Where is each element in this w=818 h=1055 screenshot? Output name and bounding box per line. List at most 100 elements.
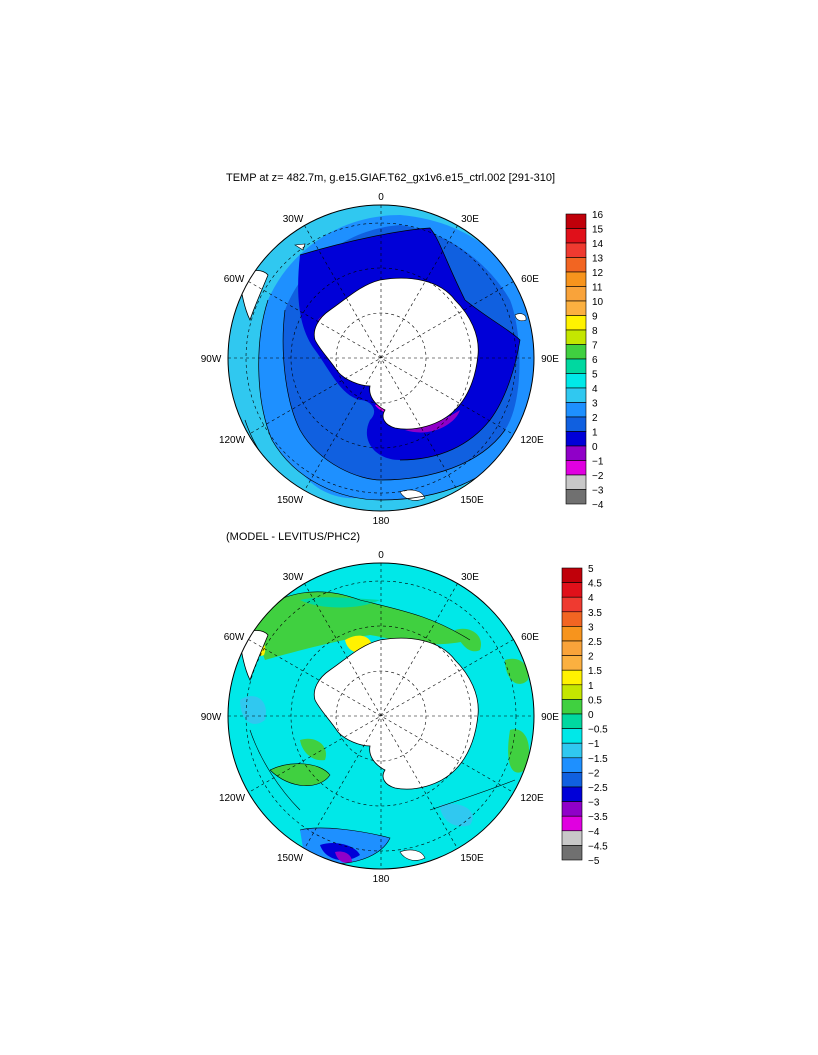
colorbar-swatch — [565, 460, 587, 476]
colorbar-tick-label: −4.5 — [588, 841, 608, 852]
colorbar-tick-label: 1.5 — [588, 666, 602, 677]
colorbar-swatch — [561, 757, 583, 773]
lon-label-90w: 90W — [201, 712, 222, 723]
colorbar-swatch — [565, 474, 587, 490]
colorbar-tick-label: 1 — [592, 428, 598, 439]
colorbar-tick-label: −2 — [592, 471, 604, 482]
colorbar-swatch — [561, 830, 583, 846]
colorbar-tick-label: 10 — [592, 297, 604, 308]
bottom-longitude-labels: 0 30E 60E 90E 120E 150E 180 150W 120W 90… — [201, 550, 560, 885]
colorbar-tick-label: −3.5 — [588, 812, 608, 823]
colorbar-swatch — [561, 684, 583, 700]
difference-map — [227, 562, 535, 870]
colorbar-tick-label: 4 — [588, 593, 594, 604]
lon-label-0: 0 — [378, 550, 384, 561]
colorbar-swatch — [561, 845, 583, 861]
colorbar-tick-label: 0 — [588, 710, 594, 721]
colorbar-swatch — [561, 596, 583, 613]
colorbar-tick-label: 13 — [592, 254, 604, 265]
colorbar-swatch — [565, 489, 587, 505]
colorbar-swatch — [565, 445, 587, 461]
colorbar-swatch — [561, 815, 583, 832]
colorbar-swatch — [565, 373, 587, 389]
colorbar-tick-label: −1 — [588, 739, 600, 750]
colorbar-swatch — [561, 669, 583, 686]
lon-label-30e: 30E — [461, 214, 479, 225]
lon-label-60e: 60E — [521, 632, 539, 643]
colorbar-swatch — [565, 358, 587, 374]
lon-label-150w: 150W — [277, 853, 304, 864]
colorbar-tick-label: 14 — [592, 239, 604, 250]
lon-label-30e: 30E — [461, 572, 479, 583]
lon-label-30w: 30W — [283, 572, 304, 583]
colorbar-swatch — [565, 271, 587, 287]
temperature-map — [227, 204, 535, 512]
colorbar-tick-label: −4 — [592, 500, 604, 511]
colorbar-swatch — [565, 431, 587, 447]
lon-label-120w: 120W — [219, 793, 246, 804]
colorbar-tick-label: 8 — [592, 326, 598, 337]
lon-label-180: 180 — [373, 516, 390, 527]
colorbar-swatch — [561, 655, 583, 671]
lon-label-90e: 90E — [541, 712, 559, 723]
lon-label-90w: 90W — [201, 354, 222, 365]
colorbar-swatch — [565, 329, 587, 345]
colorbar-tick-label: 16 — [592, 210, 604, 221]
colorbar-swatch — [565, 344, 587, 360]
lon-label-150w: 150W — [277, 495, 304, 506]
colorbar-swatch — [565, 402, 587, 418]
colorbar-tick-label: 12 — [592, 268, 604, 279]
colorbar-tick-label: 9 — [592, 312, 598, 323]
colorbar-tick-label: 15 — [592, 225, 604, 236]
colorbar-tick-label: 1 — [588, 681, 594, 692]
colorbar-tick-label: 4.5 — [588, 579, 602, 590]
colorbar-swatch — [561, 611, 583, 627]
colorbar-swatch — [561, 772, 583, 788]
colorbar-tick-label: 5 — [588, 564, 594, 575]
colorbar-tick-label: 11 — [592, 283, 603, 294]
colorbar-tick-label: 6 — [592, 355, 598, 366]
colorbar-swatch — [561, 567, 583, 583]
lon-label-30w: 30W — [283, 214, 304, 225]
lon-label-180: 180 — [373, 874, 390, 885]
colorbar-swatch — [561, 582, 583, 598]
colorbar-tick-label: 2 — [592, 413, 598, 424]
lon-label-120w: 120W — [219, 435, 246, 446]
lon-label-0: 0 — [378, 192, 384, 203]
colorbar-swatch — [561, 713, 583, 729]
colorbar-tick-label: 5 — [592, 370, 598, 381]
colorbar-swatch — [561, 699, 583, 715]
colorbar-swatch — [565, 387, 587, 403]
lon-label-150e: 150E — [460, 495, 484, 506]
colorbar-swatch — [565, 315, 587, 331]
colorbar-tick-label: −1 — [592, 457, 604, 468]
lon-label-60w: 60W — [224, 632, 245, 643]
colorbar-swatch — [565, 300, 587, 316]
colorbar-swatch — [565, 286, 587, 302]
lon-label-120e: 120E — [520, 435, 544, 446]
colorbar-tick-label: 4 — [592, 384, 598, 395]
colorbar-tick-label: 3.5 — [588, 608, 602, 619]
colorbar-tick-label: −2 — [588, 768, 600, 779]
colorbar-tick-label: 0 — [592, 442, 598, 453]
colorbar-swatch — [561, 728, 583, 744]
colorbar-swatch — [561, 786, 583, 802]
colorbar-tick-label: −3 — [588, 798, 600, 809]
colorbar-tick-label: −4 — [588, 827, 600, 838]
colorbar-tick-label: −5 — [588, 856, 600, 867]
colorbar-tick-label: 0.5 — [588, 695, 602, 706]
lon-label-90e: 90E — [541, 354, 559, 365]
lon-label-150e: 150E — [460, 853, 484, 864]
colorbar-swatch — [565, 257, 587, 273]
colorbar-swatch — [561, 742, 583, 759]
colorbar-swatch — [561, 801, 583, 817]
colorbar-tick-label: −1.5 — [588, 754, 608, 765]
colorbar-tick-label: −0.5 — [588, 725, 608, 736]
colorbar-swatch — [565, 416, 587, 432]
colorbar-tick-label: −3 — [592, 486, 604, 497]
colorbar-tick-label: 3 — [588, 622, 594, 633]
difference-colorbar: 5 4.5 4 3.5 3 2.5 2 1.5 1 0.5 0 −0.5 −1 −1.5 −2 −2.5 −3 −… — [561, 564, 608, 867]
lon-label-60e: 60E — [521, 274, 539, 285]
colorbar-tick-label: 2 — [588, 652, 594, 663]
